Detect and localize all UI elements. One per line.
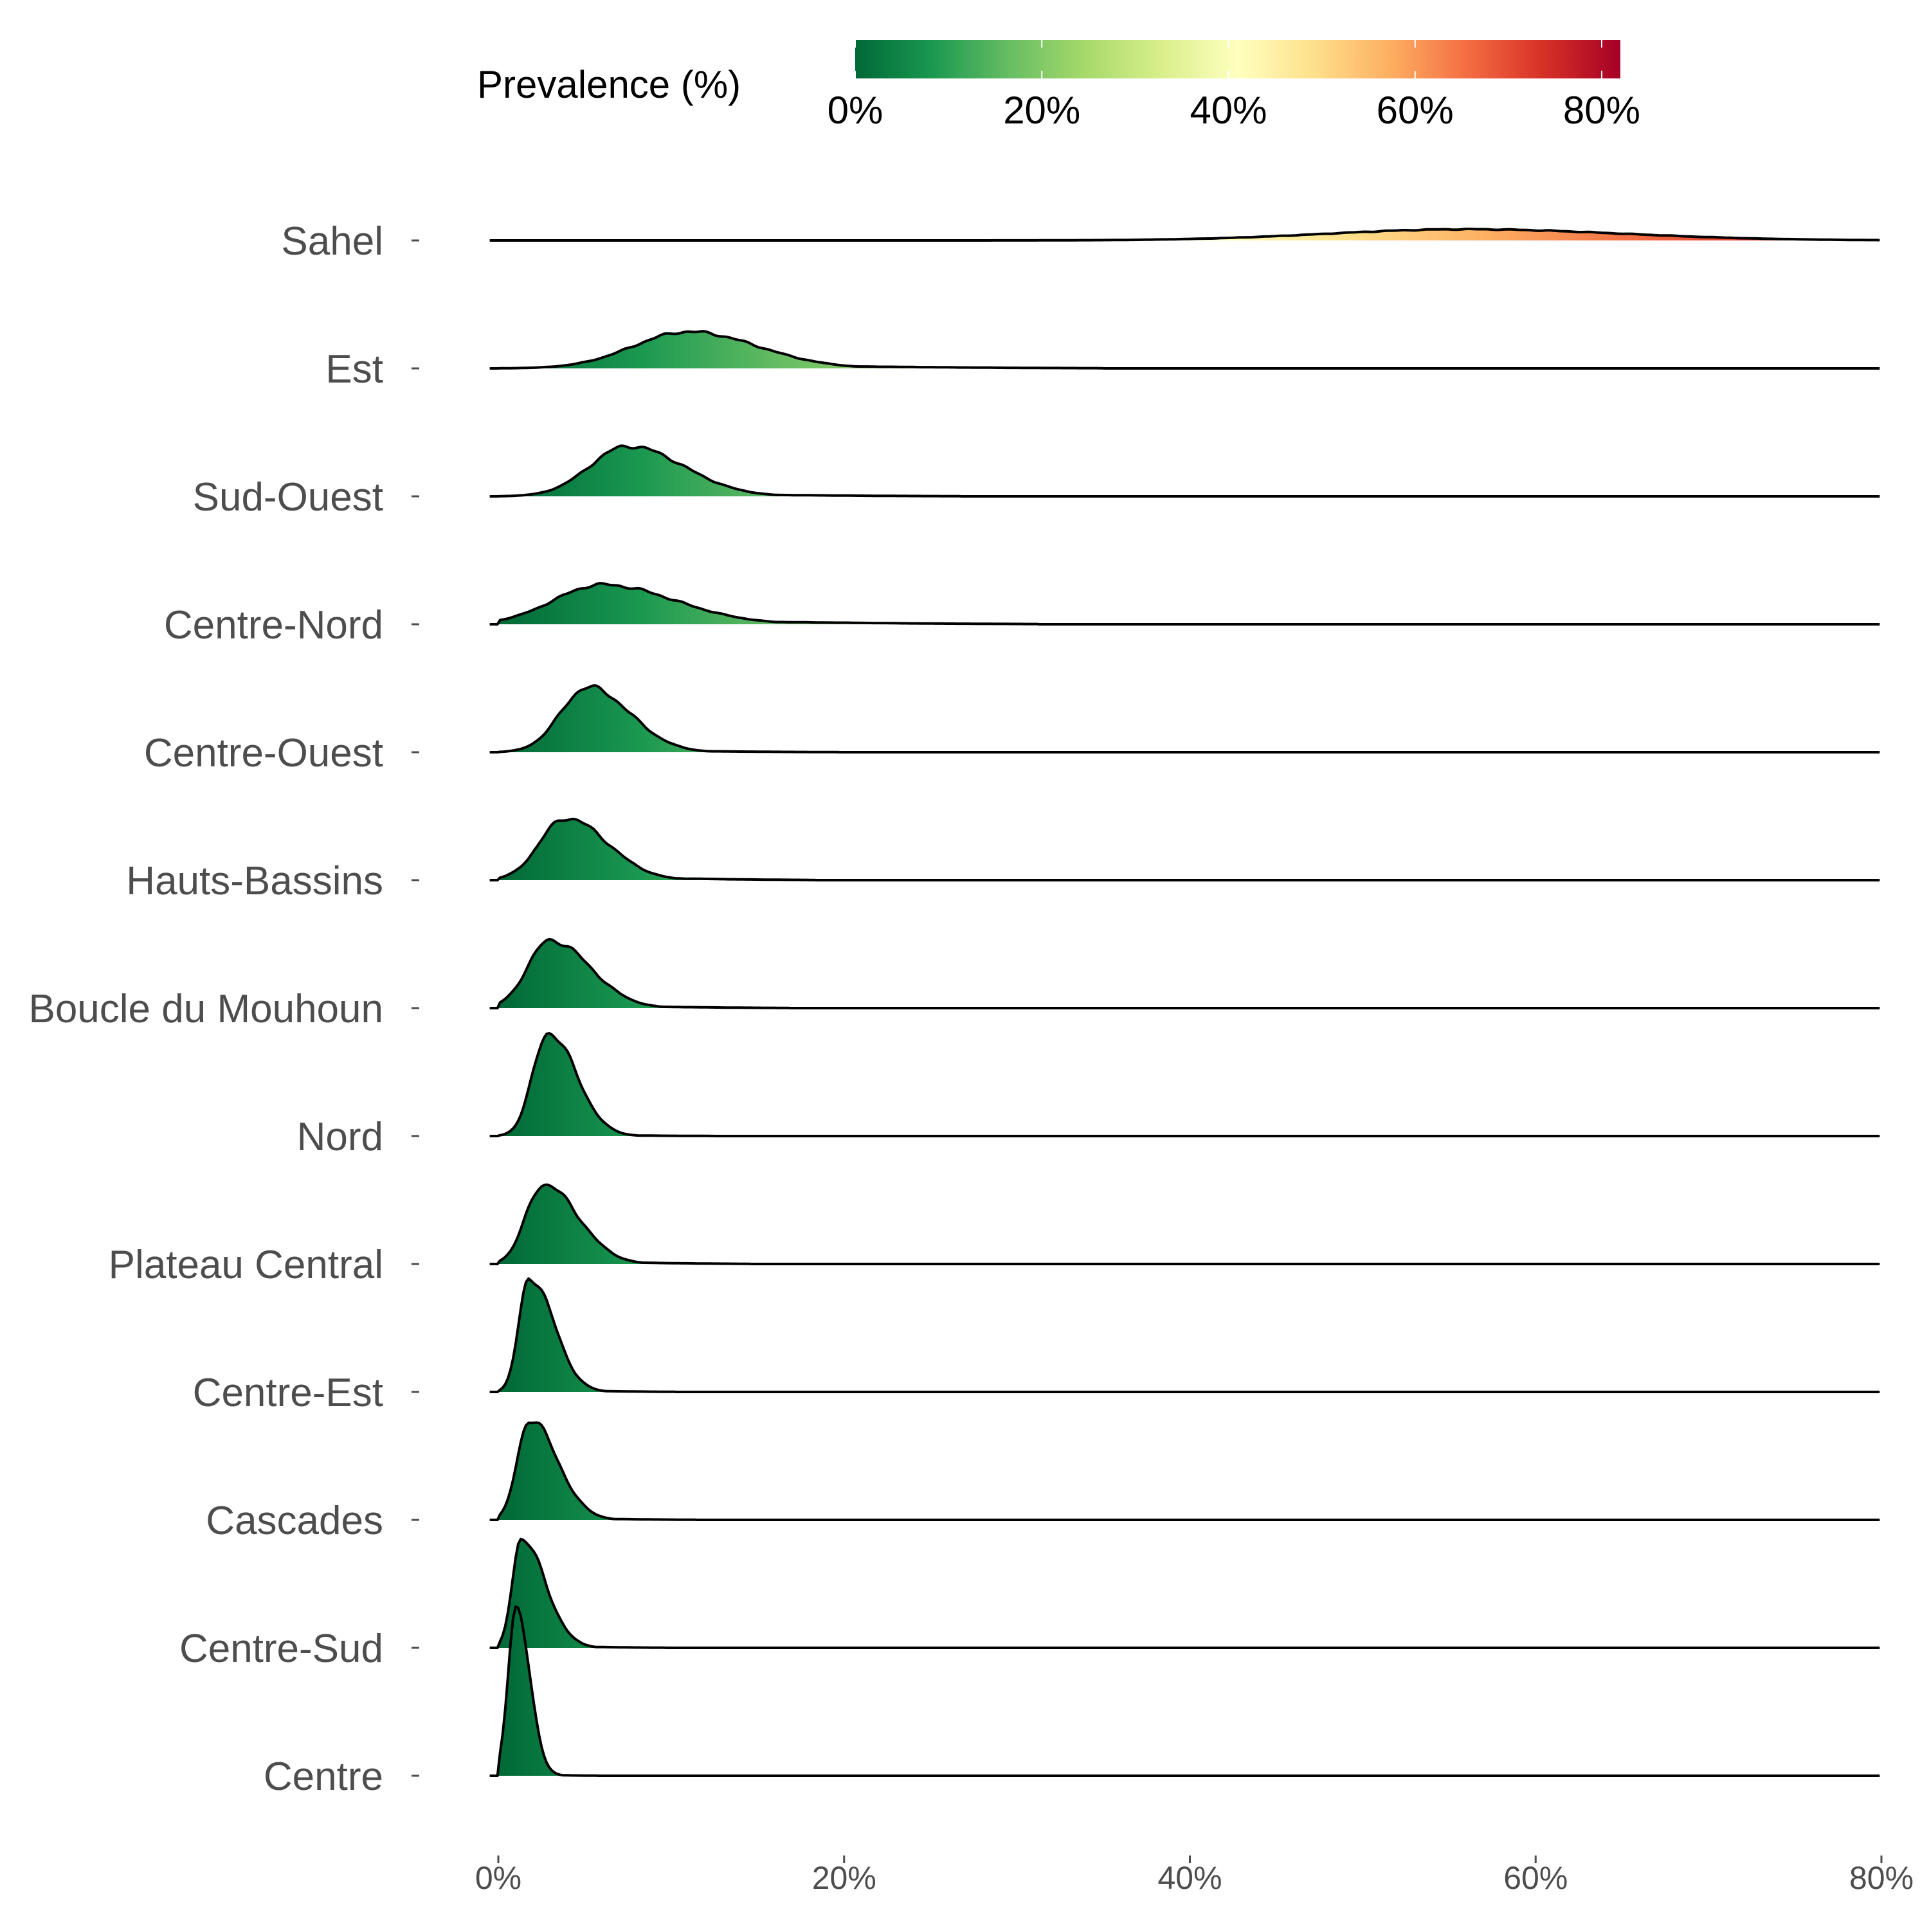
ridge-area [489, 1606, 1880, 1776]
legend-tick-label: 0% [828, 89, 883, 132]
ridge-area [489, 1422, 1880, 1520]
ridge-outline [489, 228, 1880, 242]
x-tick-label: 60% [1503, 1860, 1568, 1896]
y-tick-label: Hauts-Bassins [126, 859, 383, 903]
ridges [489, 228, 1880, 1777]
ridge-hauts-bassins [489, 817, 1880, 881]
ridge-area [489, 1539, 1880, 1648]
y-axis: Sahel Est Sud-Ouest Centre-Nord Centre-Ouest… [28, 219, 419, 1799]
ridge-area [489, 685, 1880, 752]
ridge-centre-nord [489, 582, 1880, 626]
ridge-outline [489, 1421, 1880, 1521]
ridge-area [489, 1278, 1880, 1392]
y-tick-label: Sud-Ouest [193, 475, 383, 519]
ridge-outline [489, 937, 1880, 1009]
legend-tick-label: 20% [1003, 89, 1080, 132]
ridge-sahel [489, 228, 1880, 242]
legend-title: Prevalence (%) [477, 63, 741, 106]
ridge-plateau-central [489, 1183, 1880, 1265]
y-tick-label: Centre-Ouest [144, 731, 383, 775]
ridge-outline [489, 1032, 1880, 1137]
ridge-sud-ouest [489, 444, 1880, 498]
ridge-area [489, 1184, 1880, 1264]
ridge-boucle-du-mouhoun [489, 937, 1880, 1009]
ridge-nord [489, 1032, 1880, 1137]
ridge-outline [489, 444, 1880, 498]
legend-tick-label: 40% [1190, 89, 1267, 132]
y-tick-label: Centre-Est [193, 1371, 383, 1415]
ridge-area [489, 229, 1880, 240]
y-tick-label: Cascades [206, 1499, 383, 1543]
legend-tick-label: 60% [1377, 89, 1454, 132]
ridge-centre [489, 1605, 1880, 1777]
ridge-centre-sud [489, 1537, 1880, 1649]
ridge-area [489, 583, 1880, 624]
y-tick-label: Nord [297, 1115, 383, 1159]
legend-ticks: 0% 20% 40% 60% 80% [828, 40, 1640, 132]
x-tick-label: 0% [475, 1860, 521, 1896]
ridge-outline [489, 1605, 1880, 1777]
x-axis: 0% 20% 40% 60% 80% [475, 1855, 1914, 1896]
ridge-area [489, 331, 1880, 368]
y-tick-label: Centre-Sud [179, 1627, 383, 1671]
ridge-outline [489, 1183, 1880, 1265]
ridge-area [489, 1033, 1880, 1136]
ridge-area [489, 446, 1880, 496]
y-tick-label: Boucle du Mouhoun [28, 987, 383, 1031]
ridge-centre-ouest [489, 684, 1880, 754]
ridge-outline [489, 1277, 1880, 1393]
ridge-area [489, 818, 1880, 880]
ridge-outline [489, 1537, 1880, 1649]
ridge-centre-est [489, 1277, 1880, 1393]
y-tick-label: Plateau Central [109, 1243, 383, 1287]
ridge-outline [489, 330, 1880, 370]
ridge-area [489, 939, 1880, 1008]
y-tick-label: Sahel [281, 219, 383, 264]
ridge-est [489, 330, 1880, 370]
y-tick-label: Centre [264, 1755, 383, 1799]
legend-tick-label: 80% [1563, 89, 1640, 132]
y-tick-label: Centre-Nord [164, 603, 383, 647]
ridge-outline [489, 582, 1880, 626]
y-tick-label: Est [325, 347, 383, 392]
x-tick-label: 20% [812, 1860, 876, 1896]
legend: Prevalence (%) 0% 20% 40% 60% 80% [477, 40, 1640, 132]
ridge-outline [489, 817, 1880, 881]
x-tick-label: 80% [1849, 1860, 1914, 1896]
ridge-cascades [489, 1421, 1880, 1521]
legend-color-bar [855, 40, 1620, 78]
ridge-outline [489, 684, 1880, 754]
x-tick-label: 40% [1157, 1860, 1222, 1896]
